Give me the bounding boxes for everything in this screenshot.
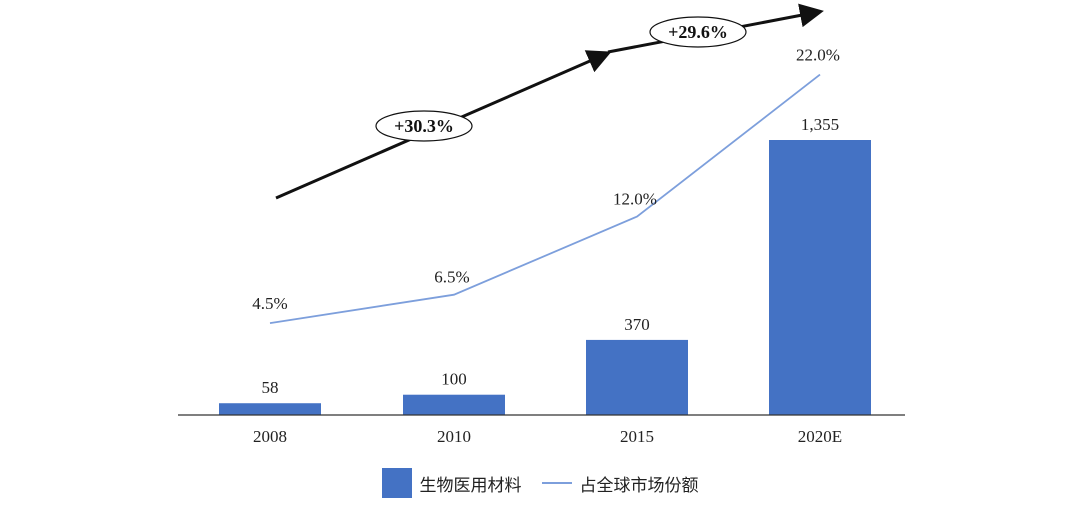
bar-series bbox=[219, 140, 871, 415]
share-label-2010: 6.5% bbox=[434, 268, 469, 287]
x-tick-2008: 2008 bbox=[253, 427, 287, 446]
x-tick-2010: 2010 bbox=[437, 427, 471, 446]
legend-item-line: 占全球市场份额 bbox=[541, 471, 699, 496]
legend-line-swatch bbox=[541, 482, 572, 484]
legend: 生物医用材料 占全球市场份额 bbox=[0, 468, 1080, 498]
cagr-badge-1 bbox=[375, 110, 473, 142]
growth-arrow: +30.3% +29.6% bbox=[275, 3, 824, 200]
legend-bar-label: 生物医用材料 bbox=[419, 475, 522, 496]
bar-label-2015: 370 bbox=[624, 315, 650, 334]
bar-label-2010: 100 bbox=[441, 370, 467, 389]
share-line-path bbox=[269, 73, 821, 324]
cagr-label-1: +30.3% bbox=[394, 116, 454, 136]
bar-2020E bbox=[769, 140, 871, 415]
bar-label-2008: 58 bbox=[262, 378, 279, 397]
legend-line-label: 占全球市场份额 bbox=[579, 475, 699, 496]
cagr-badge-2 bbox=[649, 16, 747, 48]
legend-bar-swatch bbox=[381, 468, 412, 498]
share-label-2020E: 22.0% bbox=[796, 46, 840, 65]
bar-2008 bbox=[219, 403, 321, 415]
bar-2010 bbox=[403, 394, 505, 415]
legend-item-bar: 生物医用材料 bbox=[381, 468, 522, 498]
share-value-labels: 4.5% 6.5% 12.0% 22.0% bbox=[252, 46, 840, 314]
share-line-series bbox=[269, 73, 821, 324]
bar-label-2020E: 1,355 bbox=[801, 115, 839, 134]
x-tick-2015: 2015 bbox=[620, 427, 654, 446]
share-label-2015: 12.0% bbox=[613, 190, 657, 209]
share-label-2008: 4.5% bbox=[252, 294, 287, 313]
cagr-label-2: +29.6% bbox=[668, 22, 728, 42]
x-tick-labels: 2008 2010 2015 2020E bbox=[253, 427, 842, 446]
bar-value-labels: 58 100 370 1,355 bbox=[262, 115, 840, 397]
x-tick-2020E: 2020E bbox=[798, 427, 842, 446]
bar-2015 bbox=[586, 339, 688, 415]
